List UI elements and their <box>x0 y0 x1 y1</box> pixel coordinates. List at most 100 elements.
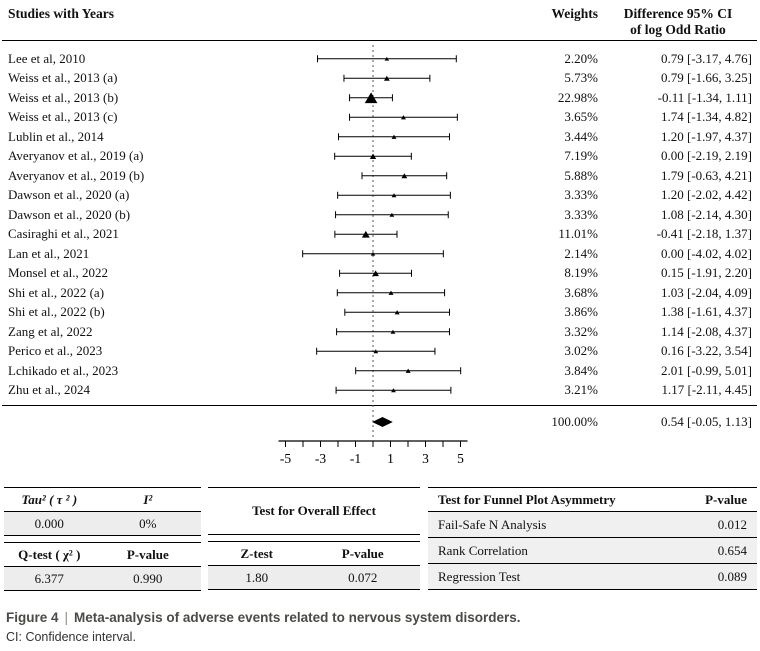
study-ci: 1.08 [-2.14, 4.30] <box>661 206 752 222</box>
study-weight: 3.33% <box>564 187 598 203</box>
i2-value: 0% <box>139 515 157 531</box>
study-ci: 1.17 [-2.11, 4.45] <box>661 382 752 398</box>
study-weight: 7.19% <box>564 148 598 164</box>
column-header-weights: Weights <box>551 6 598 21</box>
x-tick-label: -3 <box>315 451 326 466</box>
study-label: Lchikado et al., 2023 <box>8 362 119 378</box>
funnel-row-pvalue: 0.089 <box>717 568 747 584</box>
study-weight: 3.44% <box>564 128 598 144</box>
qtest-header: Q-test ( χ² ) <box>18 546 81 562</box>
funnel-row-pvalue: 0.012 <box>717 516 747 532</box>
funnel-table: Test for Funnel Plot Asymmetry P-value F… <box>428 487 757 590</box>
heterogeneity-table: Tau² ( τ ² ) I² 0.000 0% Q-test ( χ² ) P… <box>4 487 201 591</box>
study-weight: 5.73% <box>564 70 598 86</box>
study-weight: 2.20% <box>564 50 598 66</box>
funnel-row-label: Rank Correlation <box>438 542 528 558</box>
study-row: Lan et al., 2021 2.14% 0.00 [-4.02, 4.02] <box>0 244 760 264</box>
figure-number: Figure 4 <box>6 610 59 625</box>
study-weight: 2.14% <box>564 245 598 261</box>
x-tick-label: 5 <box>457 451 464 466</box>
study-label: Perico et al., 2023 <box>8 343 103 359</box>
ztest-value: 1.80 <box>245 569 269 585</box>
i2-header: I² <box>143 491 153 507</box>
column-header-studies: Studies with Years <box>8 6 115 21</box>
caption-title-line: Figure 4 | Meta-analysis of adverse events… <box>6 610 520 625</box>
study-row: Monsel et al., 2022 8.19% 0.15 [-1.91, 2.2… <box>0 264 760 284</box>
tau2-header: Tau² ( τ ² ) <box>21 491 78 507</box>
study-weight: 8.19% <box>564 265 598 281</box>
study-weight: 3.68% <box>564 284 598 300</box>
qtest-pvalue: 0.990 <box>133 570 163 586</box>
x-tick-label: -1 <box>350 451 361 466</box>
caption-title: Meta-analysis of adverse events related … <box>74 610 521 625</box>
study-row: Casiraghi et al., 2021 11.01% -0.41 [-2.18… <box>0 225 760 245</box>
study-ci: -0.11 [-1.34, 1.11] <box>657 89 752 105</box>
tau2-value-row: 0.000 0% <box>4 512 201 536</box>
funnel-pvalue-header: P-value <box>705 491 747 507</box>
funnel-row-rank-correlation: Rank Correlation 0.654 <box>428 538 757 564</box>
study-row: Shi et al., 2022 (b) 3.86% 1.38 [-1.61, 4.… <box>0 303 760 323</box>
study-weight: 3.65% <box>564 109 598 125</box>
study-ci: 2.01 [-0.99, 5.01] <box>661 362 752 378</box>
x-tick-label: 1 <box>387 451 394 466</box>
study-ci: 0.15 [-1.91, 2.20] <box>661 265 752 281</box>
study-ci: 0.00 [-4.02, 4.02] <box>661 245 752 261</box>
caption-separator: | <box>64 610 69 625</box>
ztest-value-row: 1.80 0.072 <box>208 566 420 590</box>
study-ci: 1.74 [-1.34, 4.82] <box>661 109 752 125</box>
ci-header-line2: of log Odd Ratio <box>630 22 726 38</box>
column-header-ci: Difference 95% CI of log Odd Ratio <box>600 6 756 38</box>
study-row: Lee et al, 2010 2.20% 0.79 [-3.17, 4.76] <box>0 49 760 69</box>
funnel-row-pvalue: 0.654 <box>717 542 747 558</box>
x-tick-label: -5 <box>280 451 291 466</box>
study-row: Perico et al., 2023 3.02% 0.16 [-3.22, 3.5… <box>0 342 760 362</box>
study-ci: -0.41 [-2.18, 1.37] <box>656 226 752 242</box>
study-row: Averyanov et al., 2019 (a) 7.19% 0.00 [-2.… <box>0 147 760 167</box>
ztest-header-row: Z-test P-value <box>208 541 420 566</box>
study-row: Zang et al, 2022 3.32% 1.14 [-2.08, 4.37] <box>0 322 760 342</box>
qtest-value: 6.377 <box>34 570 64 586</box>
x-tick-label: 3 <box>422 451 429 466</box>
ztest-pvalue-header: P-value <box>341 545 384 561</box>
study-ci: 1.20 [-1.97, 4.37] <box>661 128 752 144</box>
study-label: Monsel et al., 2022 <box>8 265 109 281</box>
study-ci: 0.00 [-2.19, 2.19] <box>661 148 752 164</box>
overall-effect-table: Test for Overall Effect Z-test P-value 1… <box>208 487 420 590</box>
study-row: Weiss et al., 2013 (c) 3.65% 1.74 [-1.34, … <box>0 108 760 128</box>
study-weight: 3.32% <box>564 323 598 339</box>
tau2-value: 0.000 <box>34 515 64 531</box>
study-ci: 1.79 [-0.63, 4.21] <box>661 167 752 183</box>
header-rule <box>2 40 757 41</box>
study-label: Weiss et al., 2013 (b) <box>8 89 119 105</box>
funnel-row-failsafe: Fail-Safe N Analysis 0.012 <box>428 512 757 538</box>
study-label: Averyanov et al., 2019 (a) <box>8 148 144 164</box>
study-row: Lublin et al., 2014 3.44% 1.20 [-1.97, 4.3… <box>0 127 760 147</box>
study-label: Lublin et al., 2014 <box>8 128 104 144</box>
overall-weight: 100.00% <box>551 414 598 429</box>
qtest-pvalue-header: P-value <box>126 546 169 562</box>
study-rows: Lee et al, 2010 2.20% 0.79 [-3.17, 4.76] We… <box>0 49 760 400</box>
tau2-header-row: Tau² ( τ ² ) I² <box>4 487 201 512</box>
study-weight: 3.21% <box>564 382 598 398</box>
study-label: Weiss et al., 2013 (c) <box>8 109 118 125</box>
study-row: Weiss et al., 2013 (b) 22.98% -0.11 [-1.34… <box>0 88 760 108</box>
study-weight: 3.84% <box>564 362 598 378</box>
study-weight: 5.88% <box>564 167 598 183</box>
funnel-row-regression-test: Regression Test 0.089 <box>428 564 757 590</box>
study-row: Weiss et al., 2013 (a) 5.73% 0.79 [-1.66, … <box>0 69 760 89</box>
study-weight: 3.02% <box>564 343 598 359</box>
study-label: Casiraghi et al., 2021 <box>8 226 119 242</box>
study-label: Shi et al., 2022 (b) <box>8 304 105 320</box>
study-ci: 0.16 [-3.22, 3.54] <box>661 343 752 359</box>
caption-note: CI: Confidence interval. <box>6 630 136 644</box>
funnel-title: Test for Funnel Plot Asymmetry <box>438 491 616 507</box>
study-row: Shi et al., 2022 (a) 3.68% 1.03 [-2.04, 4.… <box>0 283 760 303</box>
study-weight: 3.86% <box>564 304 598 320</box>
study-ci: 0.79 [-1.66, 3.25] <box>661 70 752 86</box>
study-label: Lan et al., 2021 <box>8 245 90 261</box>
study-row: Averyanov et al., 2019 (b) 5.88% 1.79 [-0.… <box>0 166 760 186</box>
overall-row: 100.00% 0.54 [-0.05, 1.13] <box>0 412 760 432</box>
study-weight: 3.33% <box>564 206 598 222</box>
study-label: Shi et al., 2022 (a) <box>8 284 105 300</box>
